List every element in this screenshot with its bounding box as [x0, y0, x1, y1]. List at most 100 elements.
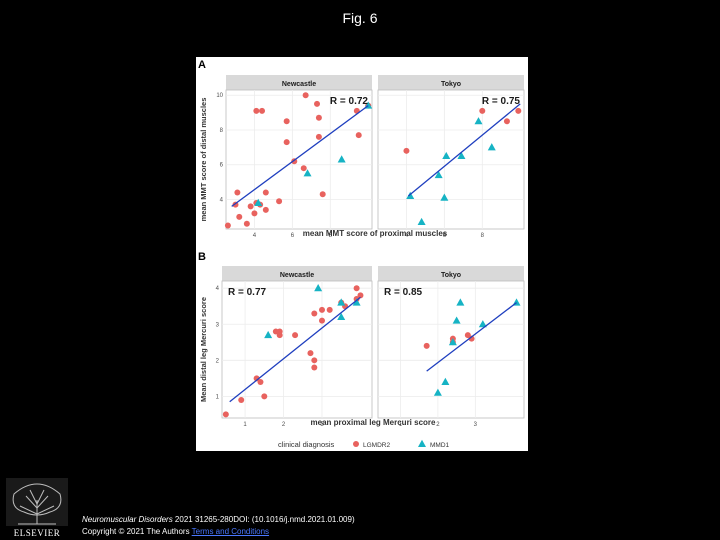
y-tick-label: 1	[216, 394, 220, 400]
mmd1-point	[487, 143, 496, 151]
plot-area	[377, 280, 525, 419]
legend-lgmdr2-icon	[353, 441, 359, 447]
lgmdr2-point	[234, 189, 241, 196]
lgmdr2-point	[262, 189, 269, 196]
x-tick-label: 8	[329, 233, 333, 239]
lgmdr2-point	[464, 332, 471, 339]
correlation-label: R = 0.85	[384, 287, 423, 298]
lgmdr2-point	[315, 133, 322, 140]
mmd1-point	[478, 320, 487, 328]
plot-area	[225, 89, 373, 230]
lgmdr2-point	[515, 107, 522, 114]
legend-item-label: LGMDR2	[363, 442, 390, 449]
lgmdr2-point	[319, 306, 325, 313]
copyright-text: Copyright © 2021 The Authors	[82, 527, 192, 536]
x-tick-label: 3	[474, 422, 478, 428]
journal-name: Neuromuscular Disorders	[82, 515, 173, 524]
mmd1-point	[433, 388, 442, 396]
x-tick-label: 4	[405, 233, 409, 239]
correlation-label: R = 0.72	[330, 96, 369, 107]
y-axis-title: Mean distal leg Mercuri score	[199, 297, 208, 402]
citation-line: Neuromuscular Disorders 2021 31265-280DO…	[82, 514, 355, 526]
facet-strip	[378, 266, 524, 281]
citation-footer: Neuromuscular Disorders 2021 31265-280DO…	[82, 514, 355, 538]
mmd1-point	[417, 217, 426, 226]
correlation-label: R = 0.77	[228, 287, 267, 298]
citation-details: 2021 31265-280DOI: (10.1016/j.nmd.2021.0…	[172, 515, 355, 524]
lgmdr2-point	[319, 317, 325, 324]
lgmdr2-point	[292, 332, 299, 339]
facet-strip-label: Tokyo	[441, 272, 461, 279]
lgmdr2-point	[222, 411, 229, 418]
mmd1-point	[337, 155, 346, 163]
lgmdr2-point	[314, 100, 321, 107]
mmd1-point	[406, 191, 415, 199]
lgmdr2-point	[302, 92, 309, 99]
y-tick-label: 6	[220, 163, 224, 169]
publisher-name: ELSEVIER	[14, 528, 61, 538]
legend-title: clinical diagnosis	[278, 440, 335, 449]
lgmdr2-point	[315, 114, 322, 121]
mmd1-point	[448, 338, 457, 346]
lgmdr2-point	[357, 292, 364, 299]
lgmdr2-point	[262, 206, 269, 213]
facet-strip	[222, 266, 372, 281]
y-tick-label: 3	[216, 322, 220, 328]
figure-panel: A Newcastle 4 6 8 4 6 8 10 R = 0.72 Tokyo 4 6 8 R = 0.…	[196, 57, 528, 451]
lgmdr2-point	[224, 222, 231, 229]
lgmdr2-point	[300, 165, 307, 172]
correlation-label: R = 0.75	[482, 96, 521, 107]
mmd1-point	[442, 151, 451, 160]
y-tick-label: 10	[216, 93, 223, 99]
mmd1-point	[452, 316, 461, 324]
lgmdr2-point	[236, 213, 243, 220]
lgmdr2-point	[283, 139, 290, 146]
elsevier-tree-icon: ELSEVIER	[6, 478, 68, 538]
lgmdr2-point	[257, 378, 264, 385]
x-axis-title: mean MMT score of proximal muscles	[303, 229, 448, 238]
x-axis-title: mean proximal leg Mercuri score	[311, 418, 436, 427]
lgmdr2-point	[326, 306, 333, 313]
lgmdr2-point	[403, 147, 410, 154]
lgmdr2-point	[468, 335, 475, 342]
figure-svg: A Newcastle 4 6 8 4 6 8 10 R = 0.72 Tokyo 4 6 8 R = 0.…	[198, 59, 525, 449]
facet-strip-label: Newcastle	[280, 272, 314, 279]
panel-label: A	[198, 59, 206, 71]
lgmdr2-point	[311, 364, 318, 371]
lgmdr2-point	[311, 310, 318, 317]
regression-line	[426, 302, 517, 372]
x-tick-label: 3	[320, 422, 324, 428]
lgmdr2-point	[238, 396, 245, 403]
panel-label: B	[198, 251, 206, 263]
mmd1-point	[456, 298, 465, 306]
lgmdr2-point	[311, 357, 318, 364]
y-tick-label: 4	[220, 197, 224, 203]
regression-line	[229, 296, 361, 403]
x-tick-label: 1	[243, 422, 247, 428]
copyright-line: Copyright © 2021 The Authors Terms and C…	[82, 526, 355, 538]
mmd1-point	[440, 193, 449, 201]
lgmdr2-point	[283, 118, 290, 125]
lgmdr2-point	[261, 393, 268, 400]
y-tick-label: 2	[216, 358, 220, 364]
y-axis-title: mean MMT score of distal muscles	[199, 98, 208, 222]
x-tick-label: 2	[436, 422, 440, 428]
lgmdr2-point	[247, 203, 254, 210]
regression-line	[231, 105, 369, 207]
terms-link[interactable]: Terms and Conditions	[191, 527, 270, 536]
y-tick-label: 4	[216, 286, 220, 292]
lgmdr2-point	[319, 191, 326, 198]
lgmdr2-point	[423, 342, 430, 349]
x-tick-label: 6	[443, 233, 447, 239]
mmd1-point	[303, 169, 312, 177]
lgmdr2-point	[307, 350, 314, 357]
mmd1-point	[441, 377, 450, 385]
mmd1-point	[434, 170, 443, 179]
x-tick-label: 8	[481, 233, 485, 239]
mmd1-point	[474, 117, 483, 125]
legend-mmd1-icon	[418, 439, 426, 447]
lgmdr2-point	[353, 285, 360, 292]
plot-area	[221, 280, 373, 419]
lgmdr2-point	[276, 328, 283, 335]
lgmdr2-point	[503, 118, 510, 125]
